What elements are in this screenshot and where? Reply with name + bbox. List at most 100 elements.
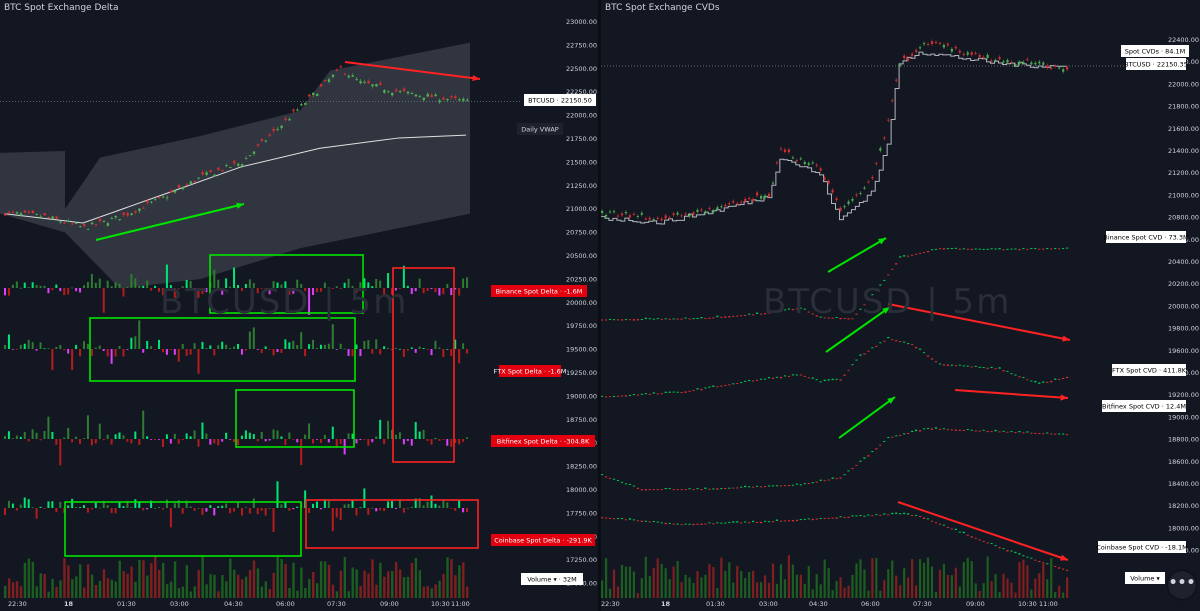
volume-label: Volume ▾ xyxy=(1130,575,1160,583)
cvd-candle xyxy=(720,488,723,490)
cvd-candle xyxy=(732,383,735,385)
delta-bar xyxy=(181,286,184,288)
volume-bar xyxy=(193,586,196,598)
delta-bar xyxy=(217,279,220,288)
left-time-tick: 03:00 xyxy=(170,600,189,608)
delta-bar xyxy=(327,501,330,508)
candle xyxy=(799,158,802,160)
cvd-candle xyxy=(612,395,616,397)
cvd-candle xyxy=(907,513,910,515)
delta-bar xyxy=(189,436,192,439)
volume-bar xyxy=(201,556,204,598)
volume-bar xyxy=(90,574,94,598)
candle xyxy=(11,211,15,213)
cvd-candle xyxy=(895,340,898,342)
cvd-candle xyxy=(954,429,957,431)
volume-bar xyxy=(383,576,386,598)
delta-bar xyxy=(398,499,401,508)
volume-bar xyxy=(740,570,743,598)
cvd-candle xyxy=(914,429,918,432)
delta-bar xyxy=(280,349,283,353)
volume-bar xyxy=(899,585,902,598)
left-chart-panel[interactable]: 23000.00 22750.00 22500.00 22250.00 22000.00… xyxy=(0,0,598,611)
delta-bar xyxy=(55,346,58,349)
delta-chart-svg[interactable]: 23000.0022750.0022500.0022250.0022000.00… xyxy=(0,0,598,611)
cvd-chart-svg[interactable]: 22400.0022200.0022000.0021800.0021600.00… xyxy=(601,0,1200,611)
cvd-candle xyxy=(1026,431,1029,433)
volume-bar xyxy=(922,562,926,598)
delta-bar xyxy=(260,349,263,354)
right-price-tick: 20000.00 xyxy=(1168,302,1199,310)
volume-bar xyxy=(15,581,19,598)
cvd-candle xyxy=(763,378,767,380)
volume-bar xyxy=(819,584,822,598)
left-price-tick: 19750.00 xyxy=(566,322,597,330)
cvd-candle xyxy=(863,304,866,306)
cvd-candle xyxy=(684,317,687,319)
cvd-candle xyxy=(1018,249,1021,251)
cvd-candle xyxy=(926,427,930,429)
cvd-candle xyxy=(688,318,691,320)
cvd-candle xyxy=(815,379,818,381)
cvd-candle xyxy=(1054,433,1057,435)
volume-bar xyxy=(887,569,890,598)
cvd-candle xyxy=(823,480,826,482)
volume-bar xyxy=(958,586,961,598)
late-session-box xyxy=(392,267,455,463)
cvd-candle xyxy=(1050,248,1053,250)
panel-divider[interactable] xyxy=(598,0,601,611)
volume-bar xyxy=(39,573,42,598)
delta-bar xyxy=(75,344,78,349)
delta-bar xyxy=(110,508,113,514)
right-price-tick: 19000.00 xyxy=(1168,413,1199,421)
delta-bar xyxy=(355,439,358,444)
delta-bar xyxy=(201,341,204,349)
cvd-candle xyxy=(1066,434,1069,436)
delta-bar xyxy=(304,490,307,508)
volume-bar xyxy=(954,567,957,598)
delta-bar xyxy=(154,349,157,350)
cvd-candle xyxy=(978,366,981,368)
delta-bar xyxy=(63,437,66,439)
cvd-candle xyxy=(811,313,814,315)
cvd-candle xyxy=(616,518,620,520)
cvd-candle xyxy=(887,514,890,516)
candle xyxy=(716,207,719,210)
delta-bar xyxy=(418,498,421,508)
delta-bar xyxy=(122,506,125,508)
candle xyxy=(676,212,679,215)
right-price-tick: 18200.00 xyxy=(1168,502,1199,510)
cvd-candle xyxy=(795,374,798,376)
delta-bar xyxy=(256,439,259,442)
volume-bar xyxy=(114,581,117,598)
delta-bar xyxy=(422,429,425,439)
candle xyxy=(292,109,295,112)
cvd-candle xyxy=(918,516,922,518)
right-chart-panel[interactable]: 22400.0022200.0022000.0021800.0021600.00… xyxy=(601,0,1200,611)
right-price-tick: 18800.00 xyxy=(1168,436,1199,444)
candle xyxy=(173,190,177,193)
volume-bar xyxy=(221,575,224,598)
uptrend-arrow-head xyxy=(236,202,244,209)
more-options-button[interactable]: ••• xyxy=(1168,571,1196,599)
delta-bar xyxy=(82,438,85,439)
delta-bar xyxy=(63,288,66,296)
volume-bar xyxy=(161,562,165,598)
volume-bar xyxy=(363,570,366,598)
candle xyxy=(994,59,997,61)
spot-cvds-line xyxy=(601,51,1067,225)
btcusd-price-label: BTCUSD · 22150.35 xyxy=(1124,61,1188,69)
cvd-candle xyxy=(704,387,707,389)
cvd-candle xyxy=(887,274,890,276)
delta-bar xyxy=(422,505,425,508)
candle xyxy=(899,64,902,66)
ftx-down-arrow xyxy=(887,303,1071,341)
volume-bar xyxy=(300,567,303,598)
delta-bar xyxy=(4,288,6,296)
delta-bar xyxy=(292,288,295,294)
delta-bar xyxy=(90,508,93,510)
ftx-cvd-label: FTX Spot CVD · 411.8K xyxy=(1112,367,1187,375)
candle xyxy=(406,91,410,94)
delta-bar xyxy=(438,288,441,296)
volume-bar xyxy=(930,566,934,598)
